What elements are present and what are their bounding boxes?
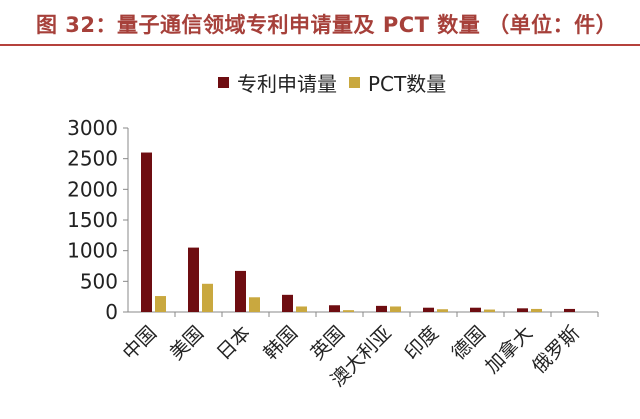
y-tick-label: 1500 [67, 208, 118, 232]
chart-legend: 专利申请量 PCT数量 [218, 68, 446, 96]
legend-label-patent: 专利申请量 [237, 71, 337, 96]
y-tick-label: 0 [105, 300, 118, 324]
x-tick-label: 韩国 [260, 322, 302, 364]
bar-pct-5 [390, 306, 401, 312]
bar-patent-7 [470, 307, 481, 312]
bar-pct-2 [249, 297, 260, 312]
x-tick-label: 德国 [448, 322, 490, 364]
bar-patent-9 [564, 308, 575, 312]
y-tick-label: 2000 [67, 177, 118, 201]
legend-swatch-pct [349, 76, 360, 88]
bar-pct-1 [202, 283, 213, 312]
bar-pct-7 [484, 309, 495, 312]
x-tick-label: 印度 [401, 322, 443, 364]
x-tick-label: 加拿大 [480, 321, 537, 378]
x-tick-label: 日本 [213, 322, 255, 364]
y-tick-label: 500 [80, 269, 118, 293]
x-tick-label: 英国 [307, 322, 349, 364]
bar-pct-6 [437, 309, 448, 312]
bar-pct-4 [343, 310, 354, 312]
bar-pct-3 [296, 306, 307, 312]
bar-pct-0 [155, 296, 166, 312]
legend-item-patent: 专利申请量 [218, 68, 337, 97]
bar-patent-2 [235, 270, 246, 312]
y-tick-label: 2500 [67, 147, 118, 171]
bar-patent-8 [517, 308, 528, 312]
x-tick-label: 俄罗斯 [528, 322, 584, 378]
legend-swatch-patent [218, 76, 229, 88]
bar-patent-3 [282, 294, 293, 312]
title-bar: 图 32：量子通信领域专利申请量及 PCT 数量 （单位：件） [0, 0, 640, 46]
bar-patent-6 [423, 307, 434, 312]
bar-patent-4 [329, 305, 340, 312]
legend-item-pct: PCT数量 [349, 68, 446, 97]
x-tick-label: 美国 [166, 322, 208, 364]
bar-patent-5 [376, 305, 387, 312]
bar-pct-8 [531, 308, 542, 312]
bar-patent-1 [188, 247, 199, 312]
x-tick-label: 中国 [119, 322, 161, 364]
chart-title: 图 32：量子通信领域专利申请量及 PCT 数量 （单位：件） [36, 13, 618, 37]
y-tick-label: 3000 [67, 116, 118, 140]
legend-label-pct: PCT数量 [368, 71, 447, 96]
y-tick-label: 1000 [67, 239, 118, 263]
bar-patent-0 [141, 152, 152, 312]
